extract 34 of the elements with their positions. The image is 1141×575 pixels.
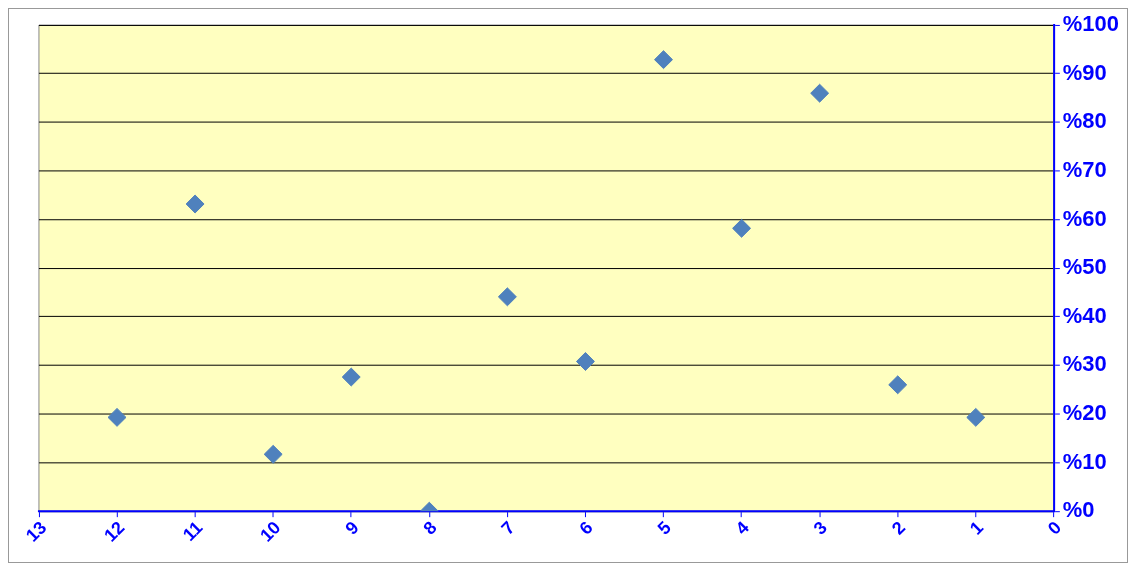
point [888, 375, 908, 395]
y-tick-label: %10 [1062, 448, 1107, 474]
x-tick-label: 7 [497, 517, 519, 539]
x-tick-label: 12 [100, 517, 129, 546]
y-tick-label: %20 [1062, 400, 1107, 426]
y-tick-label: %40 [1062, 302, 1107, 328]
y-tick-label: %80 [1062, 108, 1107, 134]
x-tick-label: 6 [575, 517, 597, 539]
point [341, 367, 361, 387]
y-tick-label: %100 [1062, 11, 1120, 37]
x-tick-label: 3 [809, 517, 831, 539]
point [810, 83, 830, 103]
y-tick-label: %30 [1062, 351, 1107, 377]
x-tick-label: 1 [965, 517, 988, 539]
y-tick-label: %70 [1062, 157, 1107, 182]
point [966, 407, 986, 427]
x-tick-label: 10 [256, 517, 285, 546]
y-tick-label: %90 [1062, 59, 1107, 85]
y-tick-label: %50 [1062, 254, 1107, 280]
x-tick-label: 11 [178, 517, 207, 545]
y-tick-label: %60 [1062, 205, 1107, 231]
point [185, 194, 205, 214]
x-tick-label: 9 [341, 517, 363, 539]
point [497, 287, 517, 307]
point [107, 407, 127, 427]
x-tick-label: 13 [22, 517, 51, 546]
x-tick-label: 5 [653, 517, 675, 539]
point [263, 444, 283, 464]
point [732, 218, 752, 238]
x-tick-label: 8 [419, 517, 441, 539]
x-tick-label: 2 [887, 517, 910, 539]
point [654, 50, 673, 70]
x-tick-label: 4 [731, 517, 753, 539]
point [575, 352, 595, 371]
